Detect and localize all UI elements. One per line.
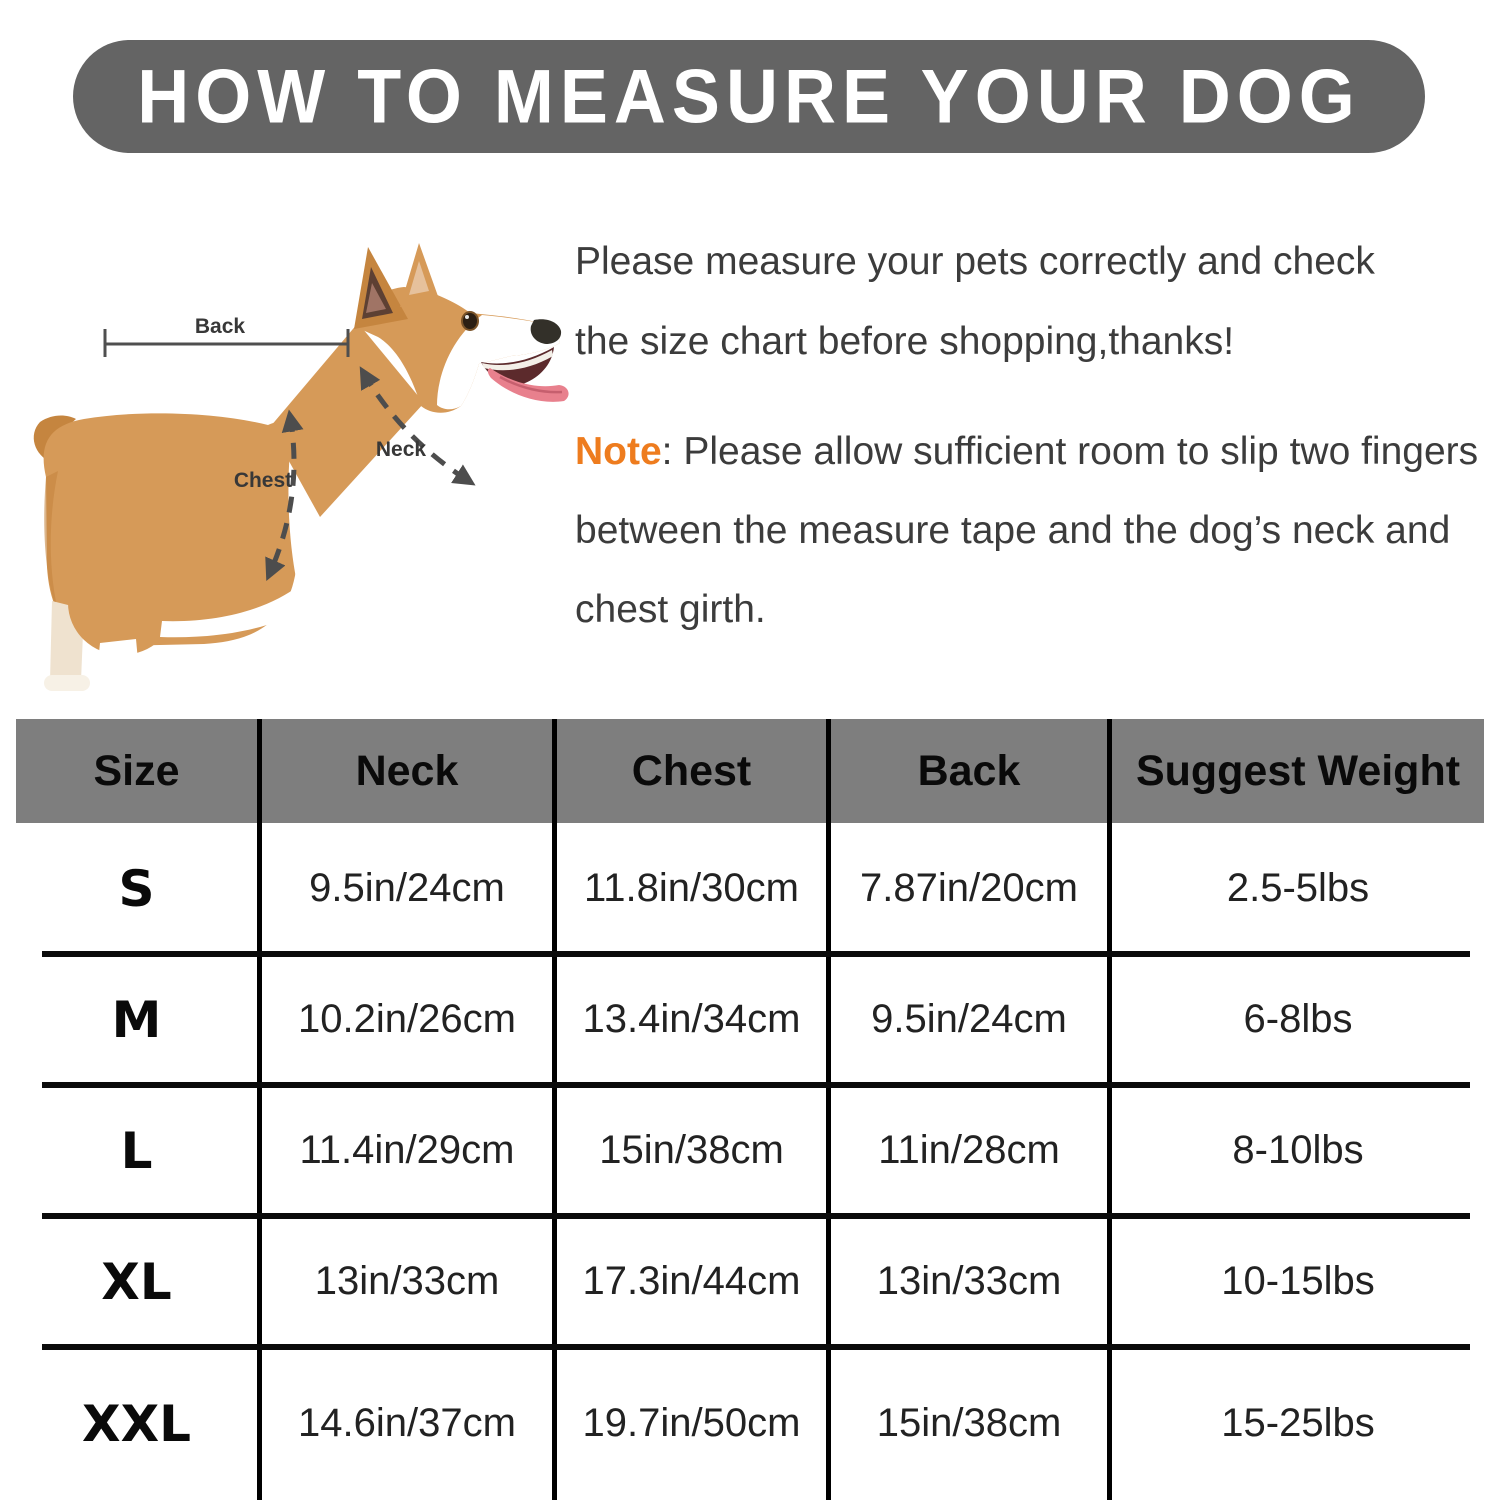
cell-xl-back: 13in/33cm bbox=[826, 1216, 1107, 1347]
chest-label: Chest bbox=[234, 469, 292, 492]
column-header-size: Size bbox=[93, 746, 180, 795]
cell-m-chest: 13.4in/34cm bbox=[552, 954, 826, 1085]
cell-xxl-size: XXL bbox=[82, 1394, 191, 1453]
cell-m-back: 9.5in/24cm bbox=[826, 954, 1107, 1085]
cell-l-neck: 11.4in/29cm bbox=[257, 1085, 552, 1216]
back-measure-line bbox=[103, 329, 350, 357]
column-header-weight: Suggest Weight bbox=[1107, 719, 1484, 823]
column-header-chest: Chest bbox=[552, 719, 826, 823]
dog-illustration: Back Neck Chest bbox=[33, 243, 569, 691]
dog-hind-leg-near bbox=[96, 639, 140, 683]
intro-line-2: the size chart before shopping,thanks! bbox=[575, 320, 1235, 363]
measurement-annotations: Back Neck Chest bbox=[103, 315, 476, 582]
cell-l-size: L bbox=[120, 1121, 153, 1180]
table-row-s: S 9.5in/24cm 11.8in/30cm 7.87in/20cm 2.5… bbox=[16, 823, 1484, 954]
intro-line-1: Please measure your pets correctly and c… bbox=[575, 240, 1375, 283]
cell-m-size: M bbox=[111, 990, 162, 1049]
note-text: Note: Please allow sufficient room to sl… bbox=[575, 412, 1478, 649]
cell-l-chest: 15in/38cm bbox=[552, 1085, 826, 1216]
note-line-2: between the measure tape and the dog’s n… bbox=[575, 509, 1451, 552]
table-row-xl: XL 13in/33cm 17.3in/44cm 13in/33cm 10-15… bbox=[16, 1213, 1484, 1347]
column-header-back: Back bbox=[826, 719, 1107, 823]
cell-xl-weight: 10-15lbs bbox=[1107, 1216, 1484, 1347]
table-row-l: L 11.4in/29cm 15in/38cm 11in/28cm 8-10lb… bbox=[16, 1082, 1484, 1216]
size-chart-table: Size Neck Chest Back Suggest Weight S 9.… bbox=[16, 719, 1484, 1500]
table-row-m: M 10.2in/26cm 13.4in/34cm 9.5in/24cm 6-8… bbox=[16, 951, 1484, 1085]
dog-white-belly bbox=[160, 585, 300, 638]
neck-measure-arc bbox=[359, 366, 476, 486]
dog-measurement-diagram: Back Neck Chest bbox=[20, 225, 580, 705]
dog-eye bbox=[461, 311, 479, 331]
cell-s-back: 7.87in/20cm bbox=[826, 823, 1107, 954]
column-header-neck: Neck bbox=[257, 719, 552, 823]
corgi-dog bbox=[33, 243, 569, 691]
note-label: Note bbox=[575, 430, 662, 473]
dog-ear-near-inner-pink bbox=[366, 283, 386, 313]
dog-tongue-crease bbox=[499, 375, 563, 394]
note-line-1-rest: : Please allow sufficient room to slip t… bbox=[661, 430, 1479, 473]
note-line-3: chest girth. bbox=[575, 588, 766, 631]
table-row-xxl: XXL 14.6in/37cm 19.7in/50cm 15in/38cm 15… bbox=[16, 1344, 1484, 1500]
dog-hind-paw-near bbox=[90, 673, 146, 691]
dog-hind-thigh bbox=[68, 551, 176, 655]
dog-nose bbox=[530, 319, 562, 344]
cell-m-weight: 6-8lbs bbox=[1107, 954, 1484, 1085]
title-banner: HOW TO MEASURE YOUR DOG bbox=[73, 40, 1425, 153]
cell-l-weight: 8-10lbs bbox=[1107, 1085, 1484, 1216]
dog-teeth bbox=[482, 350, 553, 371]
cell-xl-size: XL bbox=[101, 1252, 172, 1311]
cell-xxl-neck: 14.6in/37cm bbox=[257, 1347, 552, 1500]
cell-s-chest: 11.8in/30cm bbox=[552, 823, 826, 954]
cell-m-neck: 10.2in/26cm bbox=[257, 954, 552, 1085]
cell-s-size: S bbox=[118, 859, 155, 918]
table-header-row: Size Neck Chest Back Suggest Weight bbox=[16, 719, 1484, 823]
back-label: Back bbox=[195, 315, 246, 338]
cell-l-back: 11in/28cm bbox=[826, 1085, 1107, 1216]
cell-s-weight: 2.5-5lbs bbox=[1107, 823, 1484, 954]
dog-ear-far-inner bbox=[409, 261, 429, 295]
dog-hind-paw-far bbox=[44, 675, 90, 691]
cell-xl-neck: 13in/33cm bbox=[257, 1216, 552, 1347]
cell-xxl-back: 15in/38cm bbox=[826, 1347, 1107, 1500]
intro-text: Please measure your pets correctly and c… bbox=[575, 222, 1375, 382]
cell-xl-chest: 17.3in/44cm bbox=[552, 1216, 826, 1347]
dog-eye-glint bbox=[465, 315, 469, 319]
cell-s-neck: 9.5in/24cm bbox=[257, 823, 552, 954]
page-title: HOW TO MEASURE YOUR DOG bbox=[137, 54, 1361, 139]
dog-tongue bbox=[487, 368, 569, 402]
chest-measure-arc bbox=[265, 409, 304, 582]
dog-rump-shade bbox=[44, 471, 60, 619]
cell-xxl-chest: 19.7in/50cm bbox=[552, 1347, 826, 1500]
neck-label: Neck bbox=[376, 438, 427, 461]
cell-xxl-weight: 15-25lbs bbox=[1107, 1347, 1484, 1500]
note-line-1: Note: Please allow sufficient room to sl… bbox=[575, 412, 1478, 491]
